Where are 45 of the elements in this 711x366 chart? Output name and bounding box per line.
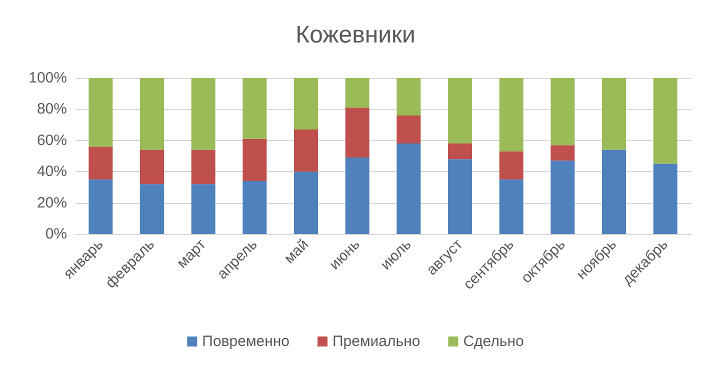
legend-label: Премиально — [332, 333, 420, 350]
bar — [242, 180, 267, 234]
bar — [653, 78, 678, 164]
bar — [242, 138, 267, 181]
bar — [294, 172, 318, 234]
chart-title: Кожевники — [296, 22, 416, 48]
bar — [499, 179, 524, 234]
bar — [345, 108, 370, 158]
bar — [191, 184, 216, 234]
y-tick-label: 80% — [36, 100, 67, 118]
legend-label: Повременно — [202, 333, 290, 350]
x-tick-label: май — [280, 236, 312, 268]
y-tick-label: 60% — [36, 132, 67, 149]
bar — [653, 164, 678, 234]
bar — [294, 78, 318, 130]
bar — [448, 159, 472, 234]
bar — [550, 160, 575, 234]
bar — [448, 78, 472, 144]
bar — [88, 146, 113, 180]
y-tick-label: 0% — [45, 226, 67, 242]
bar — [191, 78, 216, 150]
bar — [140, 184, 164, 234]
legend-label: Сдельно — [463, 333, 524, 350]
bar — [191, 150, 216, 184]
bar — [396, 115, 421, 144]
bar — [88, 78, 113, 147]
bar — [602, 150, 626, 234]
bar — [396, 78, 421, 116]
y-tick-label: 100% — [28, 70, 67, 86]
bar — [242, 78, 267, 139]
y-tick-label: 20% — [36, 194, 67, 212]
bar — [140, 150, 164, 184]
bar — [345, 158, 370, 234]
bar — [294, 129, 318, 172]
bar — [140, 78, 164, 150]
y-tick-label: 40% — [36, 163, 67, 180]
bar — [345, 78, 370, 108]
bar — [448, 144, 472, 160]
bar — [550, 78, 575, 146]
bar — [499, 78, 524, 152]
bar — [396, 144, 421, 234]
bar — [602, 78, 626, 150]
bar — [88, 179, 113, 234]
bar — [550, 145, 575, 161]
bar — [499, 151, 524, 180]
